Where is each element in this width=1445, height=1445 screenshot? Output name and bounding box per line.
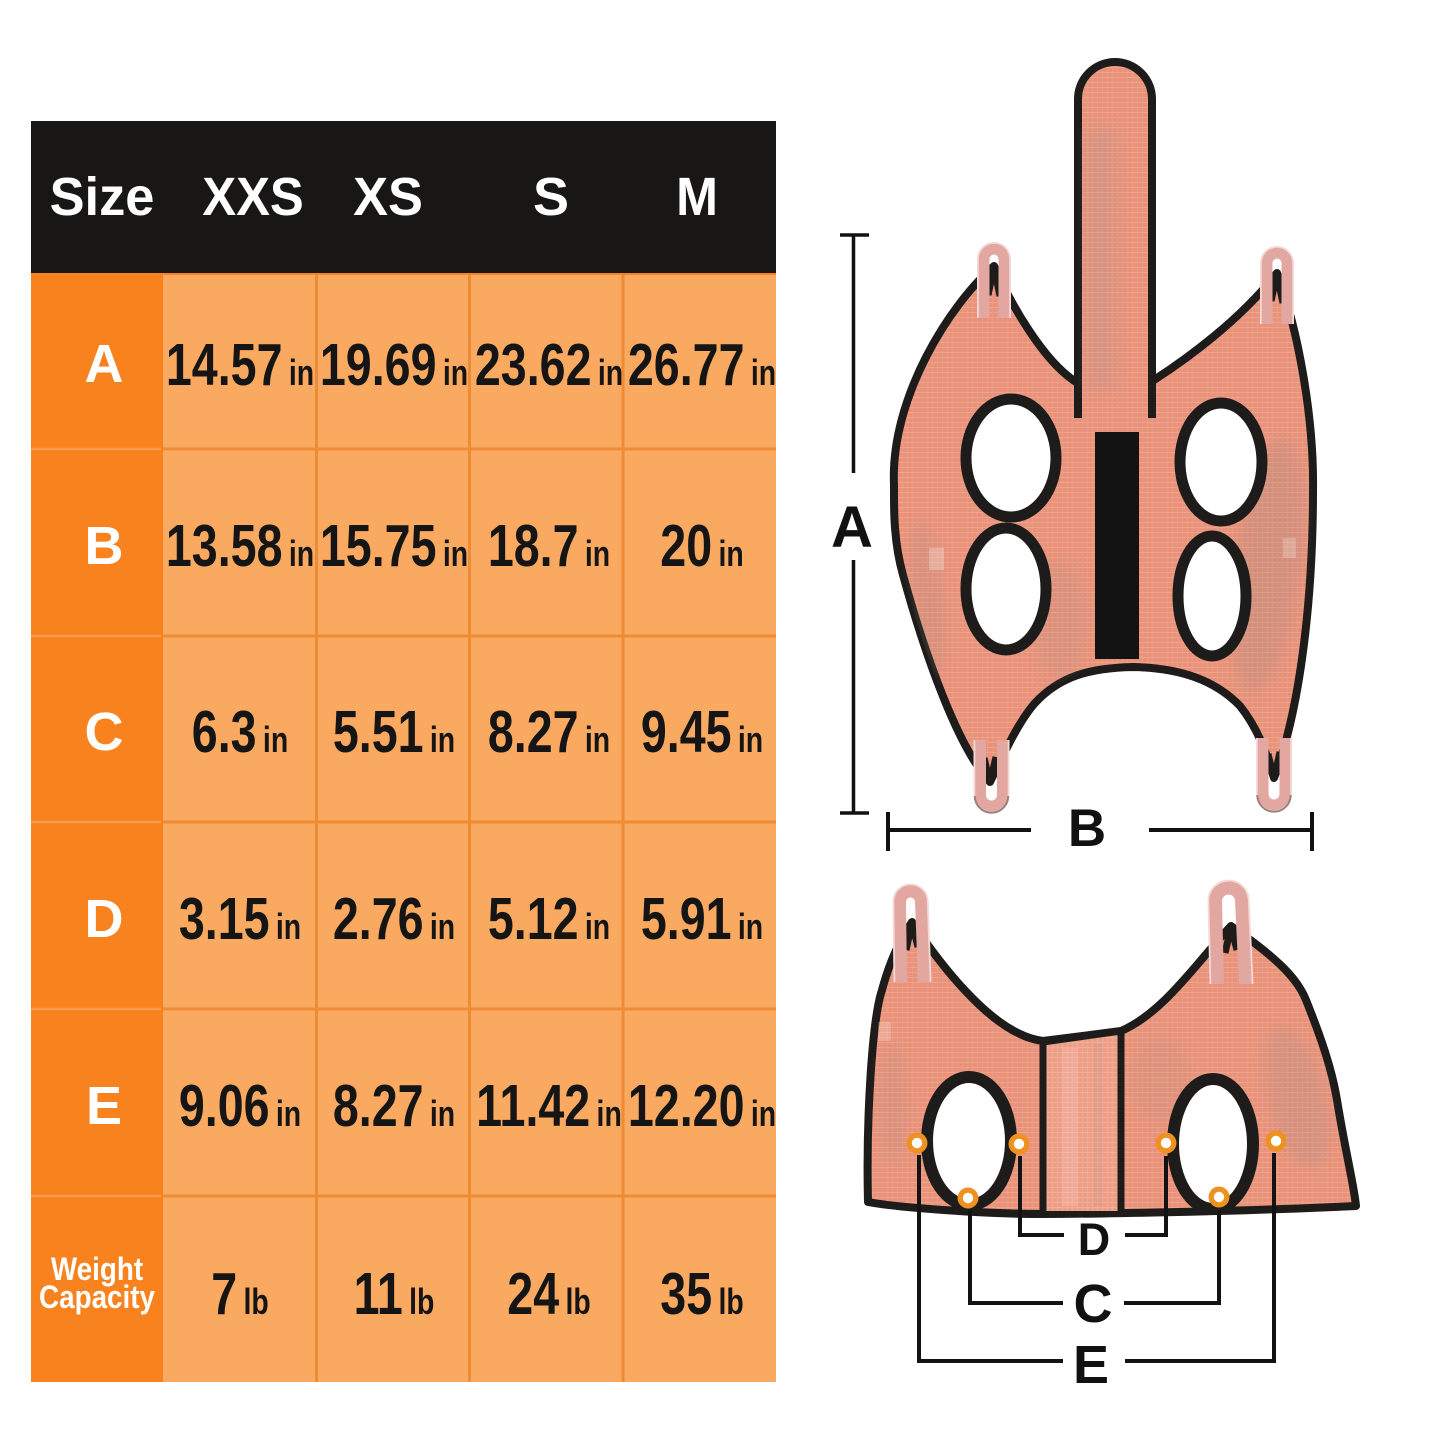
svg-text:6.3in: 6.3 in	[192, 700, 288, 765]
svg-text:C: C	[1074, 1274, 1113, 1334]
svg-text:XS: XS	[353, 167, 423, 227]
svg-text:E: E	[86, 1076, 122, 1136]
svg-text:B: B	[1068, 799, 1106, 858]
svg-text:E: E	[1073, 1335, 1109, 1395]
svg-text:D: D	[85, 889, 124, 949]
svg-text:S: S	[533, 167, 569, 227]
svg-text:M: M	[676, 167, 718, 227]
svg-text:Weight: Weight	[51, 1252, 143, 1287]
svg-text:A: A	[85, 334, 124, 394]
svg-text:XXS: XXS	[202, 168, 304, 228]
svg-text:B: B	[85, 516, 124, 576]
svg-text:D: D	[1078, 1214, 1111, 1265]
svg-text:C: C	[85, 702, 124, 762]
svg-text:A: A	[831, 495, 873, 560]
svg-text:Capacity: Capacity	[39, 1280, 155, 1315]
svg-text:Size: Size	[50, 167, 155, 227]
svg-text:18.7in: 18.7 in	[488, 514, 610, 579]
